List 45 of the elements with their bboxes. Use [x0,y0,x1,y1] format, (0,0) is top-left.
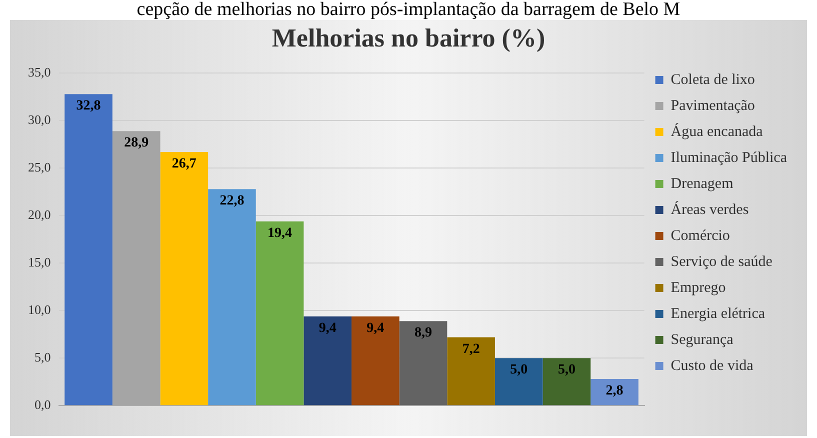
data-label: 9,4 [318,320,336,336]
y-tick-label: 15,0 [28,254,51,270]
y-tick-label: 0,0 [34,397,51,412]
data-label: 22,8 [220,194,244,209]
legend-label: Pavimentação [670,98,755,114]
legend-label: Comércio [670,228,730,244]
legend-label: Serviço de saúde [670,254,773,270]
bar [160,152,208,406]
data-label: 7,2 [462,342,480,357]
y-tick-label: 25,0 [28,160,51,175]
legend-label: Coleta de lixo [670,72,755,88]
y-tick-label: 35,0 [28,64,51,80]
y-tick-label: 10,0 [28,302,51,318]
data-label: 9,4 [366,320,384,336]
data-label: 19,4 [268,226,292,241]
bar [208,189,256,406]
bar [256,221,304,406]
data-label: 28,9 [124,136,149,151]
legend-label: Custo de vida [670,358,754,374]
bar [64,94,112,406]
legend-label: Energia elétrica [670,306,766,322]
legend-label: Água encanada [670,122,764,140]
data-label: 5,0 [558,362,576,378]
text: cepção de melhorias no bairro pós-implantação da barragem de Belo M [136,0,682,20]
chart-title: Melhorias no bairro (%) [272,23,546,52]
data-label: 26,7 [172,156,196,172]
legend-label: Drenagem [670,176,734,192]
y-tick-label: 30,0 [28,112,51,128]
y-tick-label: 20,0 [28,207,51,222]
data-label: 8,9 [414,326,432,341]
bar [494,358,543,406]
y-tick-label: 5,0 [34,350,51,365]
legend-label: Emprego [670,280,726,296]
data-label: 2,8 [606,384,624,399]
bar [542,358,591,406]
bar [352,316,400,406]
legend-label: Segurança [670,332,734,348]
legend-label: Iluminação Pública [670,150,788,166]
data-label: 5,0 [510,362,528,378]
bar [447,337,495,406]
bar [399,321,448,406]
bar [304,316,352,406]
bar [590,379,638,406]
data-label: 32,8 [76,98,101,114]
legend-label: Áreas verdes [670,200,749,218]
